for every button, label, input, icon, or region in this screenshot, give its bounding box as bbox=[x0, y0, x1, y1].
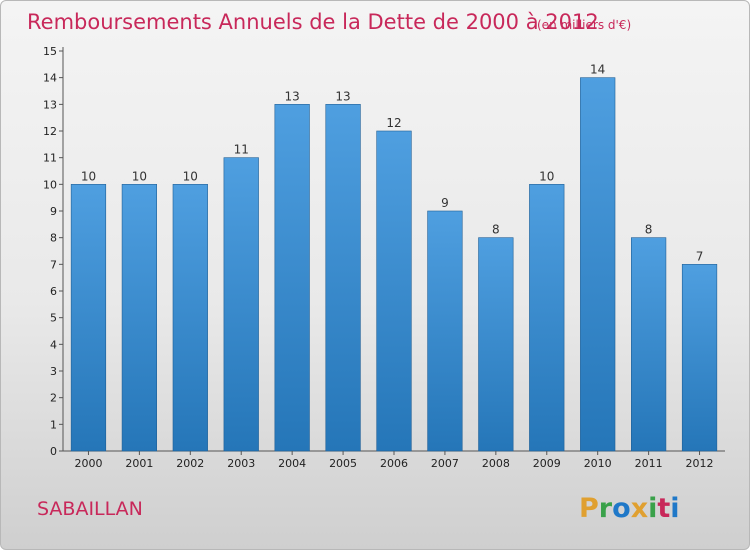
x-tick-label-2004: 2004 bbox=[278, 457, 306, 470]
y-tick-label: 15 bbox=[43, 45, 57, 58]
x-tick-label-2009: 2009 bbox=[533, 457, 561, 470]
value-label-2009: 10 bbox=[539, 169, 554, 183]
value-label-2002: 10 bbox=[183, 169, 198, 183]
bar-2006 bbox=[376, 130, 412, 452]
bar-2009 bbox=[529, 184, 565, 452]
bar-2000 bbox=[70, 184, 107, 452]
y-tick-label: 6 bbox=[50, 285, 57, 298]
logo-letter: t bbox=[657, 493, 670, 524]
logo-letter: o bbox=[612, 493, 631, 524]
logo-letter: x bbox=[631, 493, 648, 524]
y-tick-label: 11 bbox=[43, 152, 57, 165]
value-label-2005: 13 bbox=[335, 89, 350, 103]
bar-2011 bbox=[631, 237, 667, 452]
y-tick-label: 1 bbox=[50, 418, 57, 431]
y-tick-label: 7 bbox=[50, 258, 57, 271]
y-tick-label: 4 bbox=[50, 338, 57, 351]
value-label-2008: 8 bbox=[492, 223, 500, 237]
value-label-2004: 13 bbox=[285, 89, 300, 103]
x-tick-label-2001: 2001 bbox=[125, 457, 153, 470]
plot-area: 0123456789101112131415102000102001102002… bbox=[43, 45, 725, 470]
bar-2004 bbox=[274, 104, 310, 452]
logo-letter: i bbox=[648, 493, 657, 524]
x-tick-label-2002: 2002 bbox=[176, 457, 204, 470]
value-label-2011: 8 bbox=[645, 223, 653, 237]
y-tick-label: 9 bbox=[50, 205, 57, 218]
value-label-2010: 14 bbox=[590, 63, 605, 77]
y-tick-label: 12 bbox=[43, 125, 57, 138]
x-tick-label-2005: 2005 bbox=[329, 457, 357, 470]
y-tick-label: 14 bbox=[43, 72, 57, 85]
chart-unit: (en milliers d'€) bbox=[537, 18, 631, 32]
value-label-2001: 10 bbox=[132, 169, 147, 183]
bar-2001 bbox=[121, 184, 157, 452]
chart-title: Remboursements Annuels de la Dette de 20… bbox=[27, 10, 599, 34]
bar-2003 bbox=[223, 157, 259, 452]
x-tick-label-2007: 2007 bbox=[431, 457, 459, 470]
logo-letter: i bbox=[670, 493, 679, 524]
x-tick-label-2003: 2003 bbox=[227, 457, 255, 470]
x-tick-label-2008: 2008 bbox=[482, 457, 510, 470]
y-tick-label: 5 bbox=[50, 312, 57, 325]
bar-2002 bbox=[172, 184, 208, 452]
logo-letter: P bbox=[579, 493, 599, 524]
commune-name: SABAILLAN bbox=[37, 498, 143, 520]
bar-2012 bbox=[681, 264, 718, 452]
x-tick-label-2000: 2000 bbox=[74, 457, 102, 470]
x-tick-label-2012: 2012 bbox=[686, 457, 714, 470]
value-label-2007: 9 bbox=[441, 196, 449, 210]
y-tick-label: 3 bbox=[50, 365, 57, 378]
x-tick-label-2006: 2006 bbox=[380, 457, 408, 470]
y-tick-label: 0 bbox=[50, 445, 57, 458]
bar-2007 bbox=[427, 210, 463, 452]
y-tick-label: 8 bbox=[50, 232, 57, 245]
value-label-2000: 10 bbox=[81, 169, 96, 183]
y-tick-label: 10 bbox=[43, 178, 57, 191]
value-label-2012: 7 bbox=[696, 249, 704, 263]
logo-letter: r bbox=[599, 493, 613, 524]
value-label-2003: 11 bbox=[234, 143, 249, 157]
x-tick-label-2010: 2010 bbox=[584, 457, 612, 470]
bar-2010 bbox=[580, 77, 616, 452]
y-tick-label: 2 bbox=[50, 392, 57, 405]
y-tick-label: 13 bbox=[43, 98, 57, 111]
proxiti-logo: Proxiti bbox=[579, 493, 680, 524]
x-tick-label-2011: 2011 bbox=[635, 457, 663, 470]
bar-2008 bbox=[478, 237, 514, 452]
bar-2005 bbox=[325, 104, 361, 452]
value-label-2006: 12 bbox=[386, 116, 401, 130]
